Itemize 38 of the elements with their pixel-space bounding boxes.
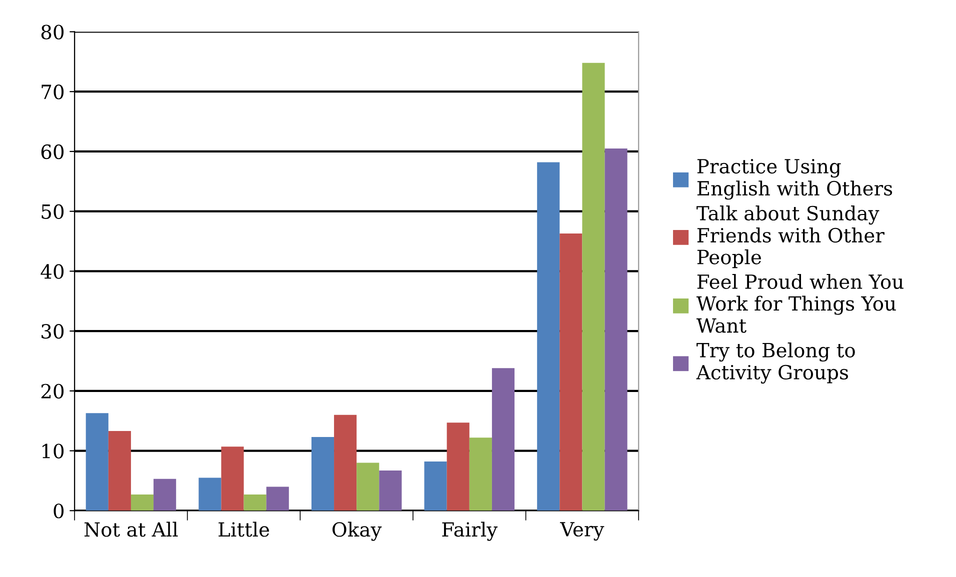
bar: [604, 148, 628, 511]
bar: [311, 437, 334, 511]
bar: [266, 486, 289, 511]
y-tick-label: 50: [42, 204, 64, 219]
bar: [356, 462, 380, 511]
bar: [582, 62, 605, 511]
y-tick-label: 30: [42, 324, 64, 339]
bar: [86, 413, 108, 511]
y-tick-label: 70: [42, 84, 64, 100]
bar: [469, 438, 492, 511]
x-tick-label: Little: [218, 522, 270, 537]
bar: [221, 446, 244, 511]
x-tick-label: Fairly: [442, 522, 498, 541]
bar: [108, 431, 131, 511]
y-tick-label: 40: [40, 264, 64, 279]
bar: [379, 470, 402, 511]
y-tick-label: 80: [41, 24, 64, 40]
y-tick-label: 20: [41, 384, 64, 399]
bar: [198, 478, 222, 511]
y-tick-label: 0: [54, 504, 64, 518]
legend-label: Talk about Sunday Friends with Other People: [696, 205, 884, 268]
y-tick-label: 60: [41, 144, 64, 160]
bar: [424, 462, 447, 511]
y-tick-label: 10: [42, 444, 64, 458]
x-tick-label: Okay: [332, 522, 382, 541]
legend-label: Try to Belong to Activity Groups: [696, 342, 855, 384]
bar: [560, 233, 582, 511]
bar: [537, 162, 560, 511]
bar: [130, 494, 154, 511]
x-tick-label: Not at All: [84, 522, 178, 537]
legend-label: Feel Proud when You Work for Things You Want: [696, 274, 904, 333]
bar: [334, 414, 357, 511]
bar: [446, 422, 470, 511]
x-tick-label: Very: [560, 522, 604, 541]
bar: [244, 494, 266, 511]
bar: [492, 368, 515, 511]
bar: [154, 478, 176, 511]
legend-label: Practice Using English with Others: [697, 158, 892, 200]
